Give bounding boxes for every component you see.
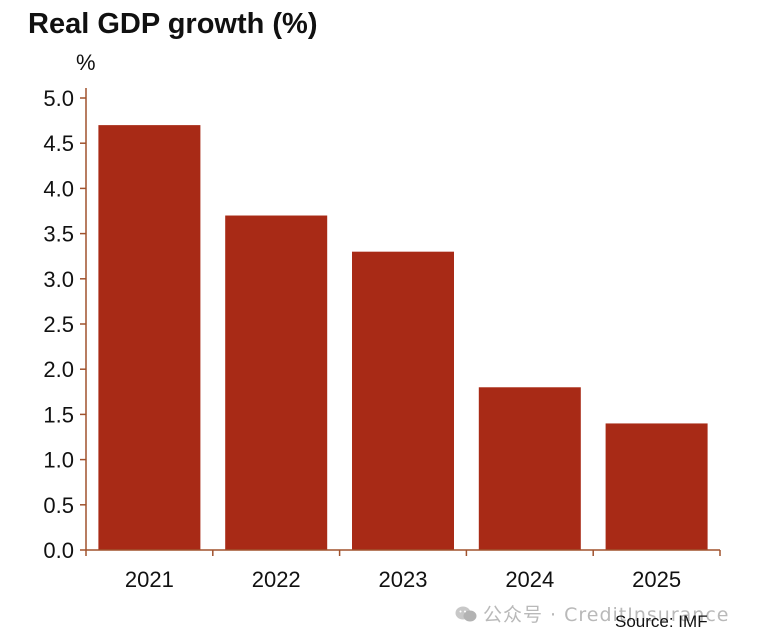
wechat-icon [455,606,477,622]
y-tick-label-1.0: 1.0 [43,448,74,473]
bar-2022 [225,215,328,550]
x-tick-label-2025: 2025 [632,567,681,592]
y-tick-label-4.0: 4.0 [43,176,74,201]
x-tick-label-2021: 2021 [125,567,174,592]
bar-2023 [352,251,454,550]
x-tick-label-2022: 2022 [252,567,301,592]
y-tick-label-2.0: 2.0 [43,357,74,382]
y-tick-label-0.0: 0.0 [43,538,74,563]
y-axis-unit-label: % [76,50,96,75]
y-tick-label-1.5: 1.5 [43,402,74,427]
x-tick-label-2023: 2023 [379,567,428,592]
source-note: Source: IMF [615,612,708,631]
y-tick-label-0.5: 0.5 [43,493,74,518]
bar-2021 [98,125,201,551]
chart-title: Real GDP growth (%) [28,8,318,40]
watermark-text: 公众号 · CreditInsurance [483,604,730,626]
y-tick-label-3.0: 3.0 [43,267,74,292]
y-tick-label-3.5: 3.5 [43,222,74,247]
watermark: 公众号 · CreditInsurance [455,600,729,627]
y-tick-label-5.0: 5.0 [43,86,74,111]
bar-2024 [478,387,581,550]
y-tick-label-4.5: 4.5 [43,131,74,156]
y-tick-label-2.5: 2.5 [43,312,74,337]
bar-2025 [605,423,708,550]
x-tick-label-2024: 2024 [505,567,554,592]
